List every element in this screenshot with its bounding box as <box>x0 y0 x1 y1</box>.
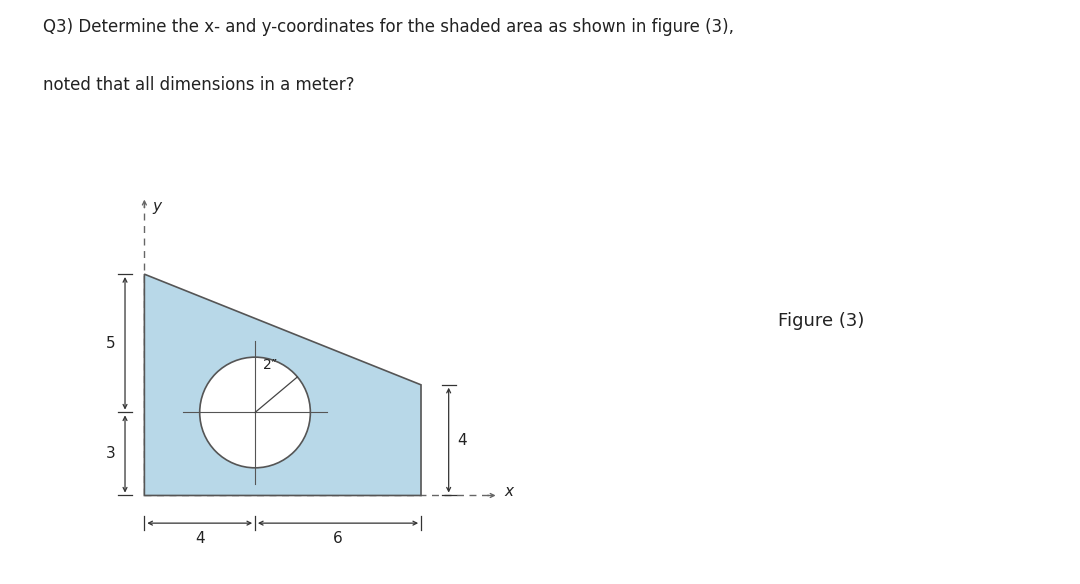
Text: Q3) Determine the x- and y-coordinates for the shaded area as shown in figure (3: Q3) Determine the x- and y-coordinates f… <box>43 18 734 36</box>
Text: 3: 3 <box>106 447 116 461</box>
Text: x: x <box>504 484 513 499</box>
Text: 6: 6 <box>333 531 342 546</box>
Polygon shape <box>145 274 421 495</box>
Text: 4: 4 <box>194 531 204 546</box>
Text: y: y <box>152 200 162 214</box>
Text: 2″: 2″ <box>264 359 278 373</box>
Text: 5: 5 <box>106 336 116 351</box>
Text: noted that all dimensions in a meter?: noted that all dimensions in a meter? <box>43 76 354 94</box>
Circle shape <box>200 357 310 468</box>
Text: Figure (3): Figure (3) <box>778 312 864 330</box>
Text: 4: 4 <box>458 433 468 448</box>
